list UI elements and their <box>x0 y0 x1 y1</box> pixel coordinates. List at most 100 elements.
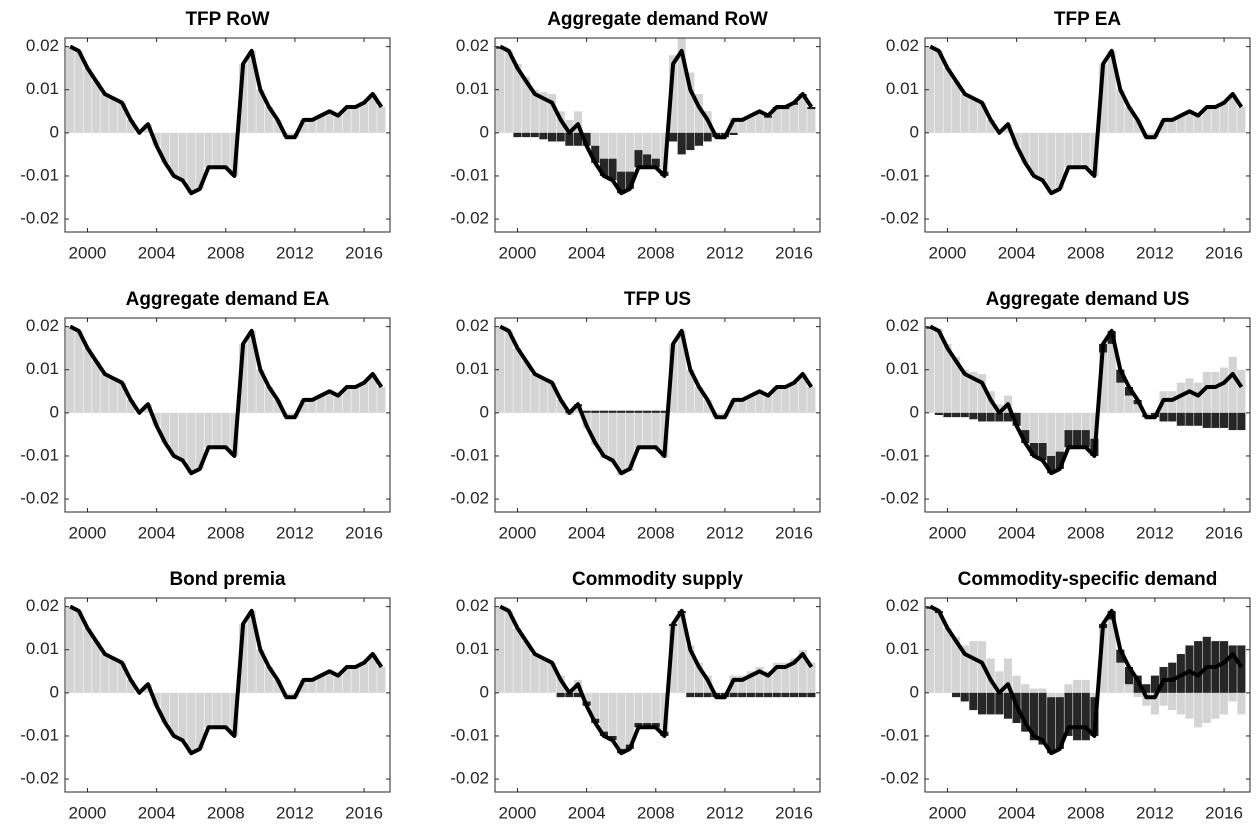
bar <box>943 412 952 418</box>
bar <box>522 361 531 413</box>
bar <box>746 671 755 693</box>
bar <box>92 641 101 693</box>
bar <box>238 343 248 413</box>
panel: Aggregate demand US -0.02 -0.01 0 0.01 0.02 20… <box>880 289 1251 542</box>
bar <box>599 158 608 176</box>
bar <box>213 412 222 448</box>
bar <box>1194 692 1203 728</box>
bar <box>1228 412 1237 431</box>
bar <box>764 671 773 693</box>
bar <box>634 150 643 168</box>
y-tick-label: 0 <box>480 682 489 701</box>
bar <box>986 119 995 133</box>
bar <box>1211 371 1220 413</box>
bar <box>995 404 1004 413</box>
bar <box>651 410 660 413</box>
bar <box>943 628 952 693</box>
x-tick-label: 2008 <box>637 803 675 822</box>
bar <box>325 391 334 413</box>
bar <box>513 63 522 133</box>
bar <box>755 692 764 698</box>
bar <box>807 662 816 693</box>
bar <box>316 395 325 413</box>
line <box>929 324 1244 476</box>
bar <box>126 399 135 413</box>
bar <box>1124 386 1134 396</box>
bar <box>539 132 548 140</box>
bar <box>1211 692 1220 719</box>
bar <box>83 348 92 413</box>
bar <box>686 72 695 133</box>
bar <box>969 641 978 693</box>
panel: Bond premia -0.02 -0.01 0 0.01 0.02 2000 2004 20… <box>20 569 391 822</box>
bar <box>807 109 816 133</box>
bar <box>565 132 574 146</box>
bar <box>807 386 816 413</box>
bar <box>1142 692 1151 706</box>
bar <box>1237 106 1246 133</box>
bar <box>668 626 678 693</box>
bar <box>608 412 617 463</box>
bar <box>694 692 704 698</box>
bar <box>565 119 574 133</box>
bar <box>686 132 695 151</box>
bar <box>977 374 987 413</box>
y-tick-label: 0 <box>910 402 919 421</box>
bar <box>513 348 522 413</box>
x-tick-label: 2012 <box>1136 803 1174 822</box>
y-tick-label: -0.01 <box>880 165 919 184</box>
x-tick-label: 2000 <box>69 523 107 542</box>
bar <box>977 412 987 422</box>
bar <box>969 412 978 420</box>
y-tick-label: 0 <box>50 122 59 141</box>
line <box>499 44 814 196</box>
axes-box <box>64 37 391 233</box>
bar <box>617 171 626 194</box>
bar <box>117 102 127 133</box>
bar <box>634 412 643 450</box>
y-tick-label: 0.01 <box>456 639 489 658</box>
bar <box>1202 412 1211 428</box>
bar <box>556 399 565 413</box>
bar <box>195 132 204 189</box>
x-tick-label: 2016 <box>1205 243 1243 262</box>
bar <box>496 48 505 133</box>
x-tick-label: 2016 <box>345 243 383 262</box>
chart-title: TFP EA <box>1054 9 1121 30</box>
bar <box>643 412 652 450</box>
bar <box>686 645 695 693</box>
plot-area <box>496 38 816 196</box>
bar <box>1029 688 1038 693</box>
bar <box>1228 94 1237 133</box>
y-tick-label: -0.02 <box>880 489 919 508</box>
bar <box>1194 382 1203 413</box>
bar <box>169 132 178 176</box>
bar <box>1081 412 1090 431</box>
bar <box>703 132 712 142</box>
axes-box <box>494 317 821 513</box>
bar <box>643 410 652 413</box>
x-tick-label: 2008 <box>637 243 675 262</box>
x-tick-label: 2016 <box>1205 803 1243 822</box>
bar <box>1168 692 1177 711</box>
bar <box>1202 106 1211 133</box>
bar <box>1202 692 1211 724</box>
x-tick-label: 2016 <box>1205 523 1243 542</box>
bar <box>686 369 695 413</box>
bar <box>74 50 83 133</box>
bar <box>504 610 513 693</box>
bar <box>643 132 652 155</box>
panel: Commodity-specific demand -0.02 -0.01 0 0.01… <box>880 569 1251 822</box>
y-tick-label: -0.01 <box>450 445 489 464</box>
bar <box>556 692 565 698</box>
chart-title: Aggregate demand US <box>986 289 1190 310</box>
bar <box>1055 692 1064 698</box>
bar <box>1202 371 1211 413</box>
y-tick-label: -0.02 <box>450 769 489 788</box>
bar <box>599 692 608 732</box>
bar <box>1194 412 1203 426</box>
bar <box>547 94 557 133</box>
bar <box>677 38 686 133</box>
bar <box>1073 412 1082 431</box>
bar <box>351 386 360 413</box>
